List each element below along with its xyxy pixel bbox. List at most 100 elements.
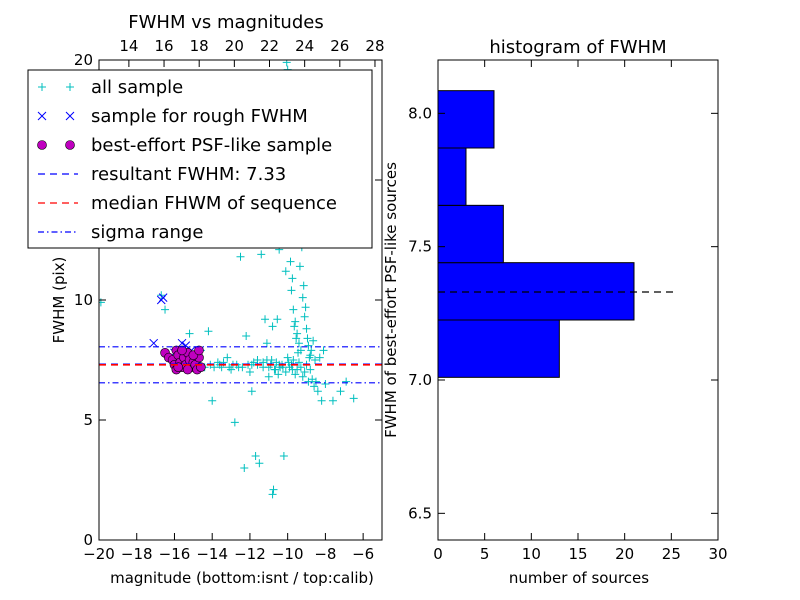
all-sample-point [261, 315, 270, 324]
all-sample-point [294, 358, 303, 367]
legend-entry: sigma range [38, 222, 203, 243]
all-sample-point [342, 377, 351, 386]
scatter-x-axis-label: magnitude (bottom:isnt / top:calib) [110, 569, 374, 587]
legend-label: sample for rough FWHM [91, 106, 308, 127]
histogram-y-axis-label: FWHM of best-effort PSF-like sources [382, 162, 400, 438]
histogram-x-tick-label: 15 [568, 545, 587, 563]
all-sample-point [242, 332, 251, 340]
all-sample-point [161, 305, 170, 314]
histogram-x-tick-label: 0 [433, 545, 443, 563]
all-sample-point [245, 368, 254, 376]
histogram-y-tick-label: 6.5 [408, 504, 432, 522]
all-sample-point [264, 372, 273, 381]
all-sample-point [223, 353, 232, 362]
all-sample-point [271, 365, 280, 374]
histogram-bar [437, 319, 560, 378]
histogram-bar [437, 204, 504, 264]
legend-items: all sample sample for rough FWHM best-effo… [37, 77, 337, 243]
histogram-x-tick-label: 25 [662, 545, 681, 563]
rough-sample-point [149, 338, 159, 348]
legend-box [27, 69, 373, 249]
all-sample-point [290, 322, 299, 331]
legend-x-marker [65, 111, 75, 121]
all-sample-point [279, 452, 288, 460]
histogram-y-tick-label: 7.0 [408, 371, 432, 389]
legend-plus-marker [66, 83, 74, 91]
all-sample-point [293, 329, 302, 338]
scatter-x-tick-label: −20 [83, 545, 115, 563]
all-sample-point [289, 356, 298, 364]
all-sample-point [284, 358, 293, 367]
histogram-y-tick-label: 8.0 [408, 104, 432, 122]
all-sample-point [307, 346, 316, 355]
legend-label: all sample [91, 77, 183, 98]
all-sample-point [255, 459, 264, 468]
all-sample-point [305, 353, 314, 362]
all-sample-point [298, 372, 307, 381]
all-sample-point [288, 274, 297, 283]
all-sample-point [287, 286, 296, 295]
scatter-top-tick-label: 26 [330, 37, 349, 55]
all-sample-point [294, 339, 303, 348]
all-sample-point [289, 305, 298, 314]
scatter-y-tick-label: 5 [83, 411, 93, 429]
all-sample-point [283, 353, 292, 362]
all-sample-point [317, 396, 326, 405]
legend-label: median FHWM of sequence [91, 193, 337, 214]
legend-circle-marker [65, 140, 75, 150]
all-sample-point [208, 396, 217, 405]
scatter-y-axis-label: FWHM (pix) [50, 257, 68, 344]
legend-entry: resultant FWHM: 7.33 [38, 164, 286, 185]
all-sample-point [300, 368, 309, 376]
all-sample-point [301, 303, 310, 312]
all-sample-point [259, 358, 268, 367]
histogram-title: histogram of FWHM [489, 37, 666, 58]
all-sample-point [294, 348, 303, 357]
all-sample-point [298, 293, 307, 302]
legend-label: sigma range [91, 222, 203, 243]
scatter-x-tick-label: −6 [352, 545, 374, 563]
scatter-x-tick-label: −12 [234, 545, 266, 563]
scatter-y-tick-label: 0 [83, 531, 93, 549]
histogram-bar [437, 147, 467, 206]
all-sample-point [300, 312, 309, 321]
histogram-x-tick-label: 10 [522, 545, 541, 563]
legend-label: best-effort PSF-like sample [91, 135, 332, 156]
all-sample-point [204, 327, 213, 336]
all-sample-point [240, 464, 249, 472]
all-sample-point [267, 356, 276, 364]
all-sample-point [281, 368, 290, 376]
legend-circle-marker [37, 140, 47, 150]
all-sample-point [296, 363, 305, 372]
scatter-x-tick-label: −14 [196, 545, 228, 563]
scatter-x-tick-label: −8 [314, 545, 336, 563]
all-sample-point [319, 346, 328, 355]
all-sample-point [328, 396, 337, 405]
histogram-x-tick-label: 5 [480, 545, 490, 563]
all-sample-point [302, 324, 311, 333]
all-sample-point [230, 418, 239, 427]
all-sample-point [349, 394, 358, 403]
scatter-x-tick-label: −18 [121, 545, 153, 563]
psf-sample-point [182, 364, 193, 375]
scatter-x-tick-label: −16 [159, 545, 191, 563]
all-sample-point [304, 341, 313, 350]
psf-sample-point [194, 345, 204, 356]
all-sample-point [282, 60, 291, 67]
all-sample-point [292, 334, 301, 343]
all-sample-point [336, 387, 345, 396]
all-sample-point [273, 315, 282, 324]
all-sample-point [210, 363, 219, 372]
all-sample-point [253, 356, 262, 364]
histogram-x-axis-label: number of sources [509, 569, 649, 587]
all-sample-point [306, 365, 315, 374]
legend-entry: sample for rough FWHM [37, 106, 308, 127]
all-sample-point [291, 370, 300, 379]
legend-x-marker [37, 111, 47, 121]
all-sample-point [291, 317, 300, 326]
legend-entry: best-effort PSF-like sample [37, 135, 332, 156]
scatter-y-tick-label: 10 [74, 291, 93, 309]
scatter-top-tick-label: 24 [295, 37, 314, 55]
all-sample-point [268, 490, 277, 499]
